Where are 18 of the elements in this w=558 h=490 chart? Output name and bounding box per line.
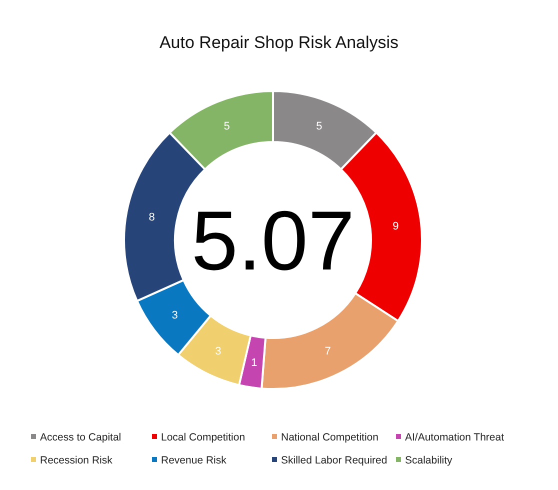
legend-label: Revenue Risk — [161, 454, 228, 467]
data-label: 1 — [251, 356, 258, 369]
chart-title: Auto Repair Shop Risk Analysis — [159, 32, 399, 52]
legend-label: AI/Automation Threat — [405, 432, 504, 444]
data-label: 3 — [215, 346, 222, 358]
legend-label: Skilled Labor Required — [281, 454, 388, 467]
data-label: 5 — [316, 120, 322, 132]
legend-label: Scalability — [405, 454, 454, 467]
data-label: 3 — [172, 310, 178, 322]
data-label: 5 — [224, 120, 230, 132]
legend-label: National Competition — [281, 432, 379, 444]
data-label: 9 — [392, 220, 399, 233]
data-label: 7 — [324, 346, 331, 358]
legend-label: Recession Risk — [40, 454, 114, 467]
text: 5.07 — [191, 193, 355, 288]
legend-label: Access to Capital — [40, 432, 122, 444]
data-label: 8 — [148, 211, 155, 224]
legend-label: Local Competition — [161, 432, 246, 444]
